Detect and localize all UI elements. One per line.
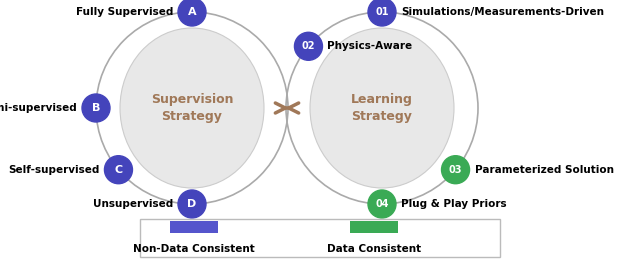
Text: 03: 03: [449, 165, 462, 175]
Text: Learning
Strategy: Learning Strategy: [351, 93, 413, 123]
Text: B: B: [92, 103, 100, 113]
Circle shape: [178, 190, 206, 218]
Circle shape: [442, 156, 470, 184]
Circle shape: [368, 190, 396, 218]
Text: Supervision
Strategy: Supervision Strategy: [151, 93, 233, 123]
Text: D: D: [188, 199, 196, 209]
Text: Unsupervised: Unsupervised: [93, 199, 173, 209]
Text: Physics-Aware: Physics-Aware: [328, 41, 413, 51]
Text: Non-Data Consistent: Non-Data Consistent: [133, 244, 255, 254]
Circle shape: [368, 0, 396, 26]
FancyBboxPatch shape: [170, 221, 218, 233]
Text: 04: 04: [375, 199, 388, 209]
Text: Simulations/Measurements-Driven: Simulations/Measurements-Driven: [401, 7, 604, 17]
Text: Parameterized Solution: Parameterized Solution: [474, 165, 614, 175]
Text: 02: 02: [301, 41, 316, 51]
Text: Fully Supervised: Fully Supervised: [76, 7, 173, 17]
Ellipse shape: [310, 28, 454, 188]
Text: C: C: [115, 165, 122, 175]
Ellipse shape: [120, 28, 264, 188]
Circle shape: [82, 94, 110, 122]
FancyBboxPatch shape: [140, 219, 500, 257]
Text: 01: 01: [375, 7, 388, 17]
FancyBboxPatch shape: [350, 221, 398, 233]
Text: Self-supervised: Self-supervised: [8, 165, 99, 175]
Text: Semi-supervised: Semi-supervised: [0, 103, 77, 113]
Text: Data Consistent: Data Consistent: [327, 244, 421, 254]
Circle shape: [294, 32, 323, 60]
Text: Plug & Play Priors: Plug & Play Priors: [401, 199, 507, 209]
Circle shape: [104, 156, 132, 184]
Circle shape: [178, 0, 206, 26]
Text: A: A: [188, 7, 196, 17]
